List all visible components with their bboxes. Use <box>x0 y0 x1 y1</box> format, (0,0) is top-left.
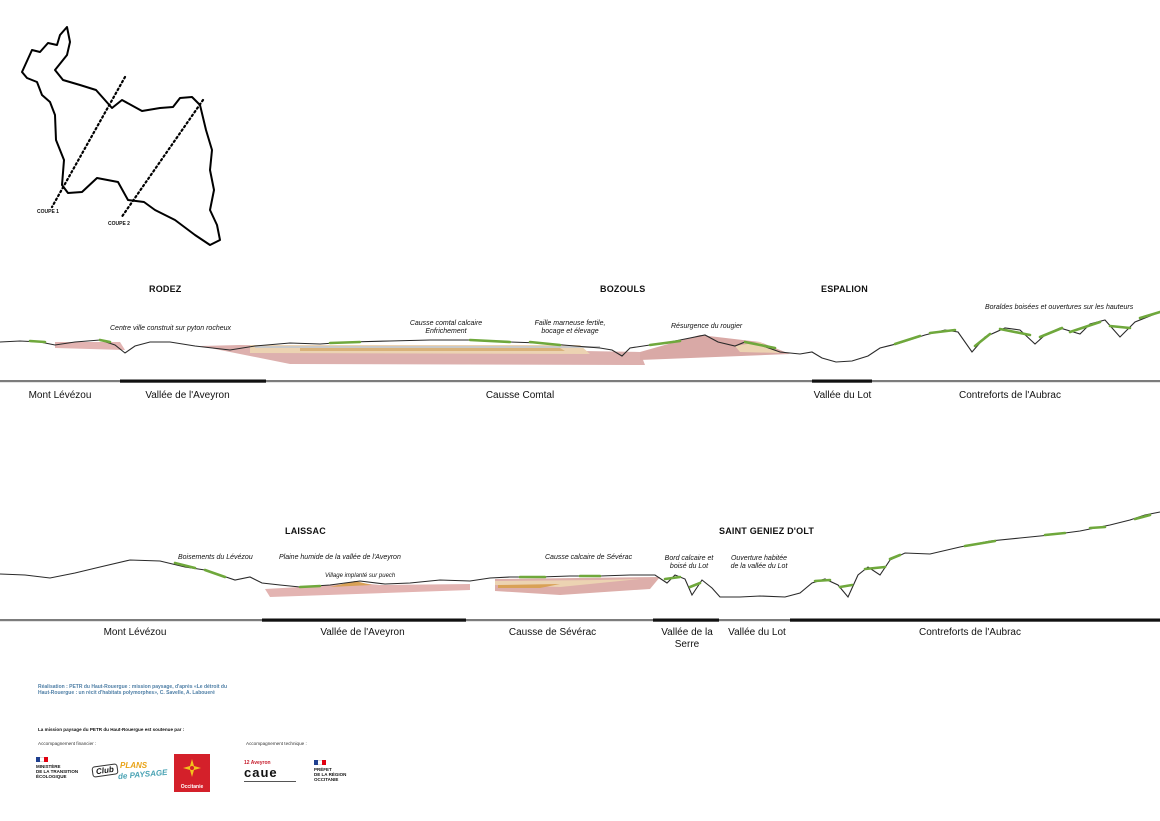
annotation-line: Bord calcaire et <box>664 555 714 562</box>
logo-occitanie: Occitanie <box>174 754 210 792</box>
logo-text: PRÉFET <box>314 767 332 772</box>
annotation-causse: Causse comtal calcaire Enfrichement <box>396 320 496 336</box>
terrain-profile <box>0 311 1160 363</box>
baseline-contreforts <box>790 618 1160 622</box>
logo-text: PLANS <box>120 761 148 770</box>
logo-text: Club <box>91 763 119 778</box>
baseline-vallee-serre <box>653 618 719 622</box>
baseline <box>0 380 1160 383</box>
unit-vallee-lot: Vallée du Lot <box>813 390 872 401</box>
geology-layer-ochre <box>498 584 560 588</box>
logo-caue: 12 Aveyron caue <box>244 760 300 788</box>
vegetation <box>28 310 1160 350</box>
credits-line: Réalisation : PETR du Haut-Rouergue : mi… <box>38 684 227 690</box>
coupe2-section <box>0 511 1160 622</box>
annotation-line: boisé du Lot <box>669 563 709 570</box>
geology-layer-rose <box>640 335 790 360</box>
geology-layer-ochre <box>300 348 565 351</box>
logo-ministere: MINISTÈRE DE LA TRANSITION ÉCOLOGIQUE <box>36 757 84 793</box>
logo-text: Occitanie <box>180 784 204 790</box>
annotation-line: de la vallée du Lot <box>730 563 788 570</box>
annotation-plaine: Plaine humide de la vallée de l'Aveyron <box>279 554 401 561</box>
logo-prefet: PRÉFET DE LA RÉGION OCCITANIE <box>314 760 364 790</box>
town-saint-geniez: SAINT GENIEZ D'OLT <box>719 526 815 536</box>
coupe1-label: COUPE 1 <box>37 209 59 215</box>
locator-map <box>21 26 221 246</box>
annotation-line: bocage et élevage <box>541 328 599 335</box>
credits-line: Haut-Rouergue : un récit d'habitats poly… <box>38 690 215 696</box>
baseline-vallee-lot <box>812 379 872 383</box>
annotation-line: Causse comtal calcaire <box>409 320 483 327</box>
unit-contreforts-aubrac: Contreforts de l'Aubrac <box>959 390 1061 401</box>
unit-vallee-serre: Vallée de la Serre <box>654 627 720 651</box>
unit-causse-comtal: Causse Comtal <box>485 390 555 401</box>
annotation-boisements: Boisements du Lévézou <box>178 554 253 561</box>
unit-vallee-aveyron: Vallée de l'Aveyron <box>320 627 405 638</box>
occitan-cross-icon <box>183 759 201 777</box>
annotation-ouverture: Ouverture habitée de la vallée du Lot <box>724 555 794 571</box>
territory-outline <box>21 26 221 246</box>
annotation-line: Faille marneuse fertile, <box>534 320 606 327</box>
flag-icon <box>36 757 48 762</box>
unit-vallee-lot: Vallée du Lot <box>728 627 786 638</box>
logo-club-plans-paysage: Club PLANS de PAYSAGE <box>90 760 168 784</box>
annotation-centre: Centre ville construit sur pyton rocheux <box>110 325 231 332</box>
geology-layer-ochre <box>330 581 372 587</box>
geology-layer-rose <box>55 342 125 350</box>
credits-realisation: Réalisation : PETR du Haut-Rouergue : mi… <box>38 684 227 696</box>
town-bozouls: BOZOULS <box>600 284 646 294</box>
unit-mont-levezou: Mont Lévézou <box>28 390 92 401</box>
unit-causse-severac: Causse de Sévérac <box>508 627 597 638</box>
unit-line: Serre <box>674 639 700 650</box>
annotation-bord-calcaire: Bord calcaire et boisé du Lot <box>659 555 719 571</box>
annotation-causse-severac: Causse calcaire de Sévérac <box>545 554 633 561</box>
annotation-resurgence: Résurgence du rougier <box>671 323 743 330</box>
credits-financier: Accompagnement financier : <box>38 741 97 746</box>
geology-layer-grey <box>255 346 600 348</box>
flag-icon <box>314 760 326 765</box>
unit-vallee-aveyron: Vallée de l'Aveyron <box>145 390 230 401</box>
logo-text: MINISTÈRE <box>36 764 61 769</box>
credits-technique: Accompagnement technique : <box>246 741 307 746</box>
unit-line: Vallée de la <box>661 627 713 638</box>
town-rodez: RODEZ <box>149 284 182 294</box>
baseline <box>0 619 1160 622</box>
annotation-boraldes: Boraldes boisées et ouvertures sur les h… <box>985 304 1134 311</box>
coupe1-section <box>0 310 1160 383</box>
annotation-village: Village implanté sur puech <box>325 573 396 579</box>
annotation-line: Ouverture habitée <box>730 555 788 562</box>
logo-text: caue <box>244 765 278 780</box>
unit-mont-levezou: Mont Lévézou <box>103 627 167 638</box>
annotation-line: Enfrichement <box>425 328 467 335</box>
coupe2-label: COUPE 2 <box>108 221 130 227</box>
logo-rule <box>244 781 296 782</box>
logo-text: OCCITANIE <box>314 777 339 782</box>
unit-contreforts-aubrac: Contreforts de l'Aubrac <box>919 627 1021 638</box>
town-laissac: LAISSAC <box>285 526 326 536</box>
vegetation <box>173 513 1152 589</box>
annotation-faille: Faille marneuse fertile, bocage et éleva… <box>530 320 610 336</box>
logo-text: ÉCOLOGIQUE <box>36 774 67 779</box>
logo-text: DE LA RÉGION <box>314 772 347 777</box>
town-espalion: ESPALION <box>821 284 868 294</box>
baseline-vallee-aveyron <box>120 379 266 383</box>
coupe1-line <box>50 75 127 209</box>
coupe2-line <box>119 98 205 220</box>
logo-text: 12 Aveyron <box>244 760 271 766</box>
logo-text: DE LA TRANSITION <box>36 769 79 774</box>
baseline-vallee-aveyron <box>262 618 466 622</box>
geology-layer-beige <box>735 342 780 353</box>
credits-support: La mission paysage du PETR du Haut-Rouer… <box>38 727 185 732</box>
